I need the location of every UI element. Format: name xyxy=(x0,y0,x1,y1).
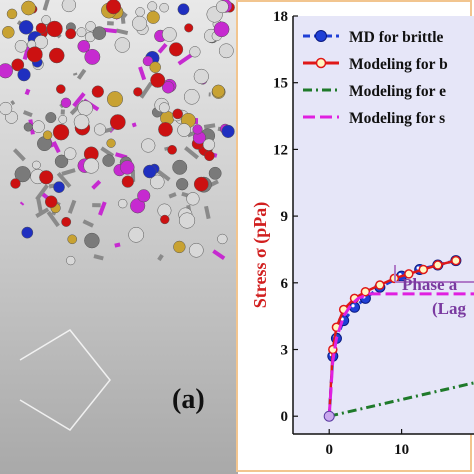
brittle-point xyxy=(375,280,385,290)
x-tick-label: 0 xyxy=(325,442,333,458)
y-tick-label: 9 xyxy=(281,209,289,225)
panel-a-label: (a) xyxy=(172,384,205,415)
origin-point xyxy=(323,410,335,422)
plot-area xyxy=(293,16,474,434)
md-point-highlight xyxy=(351,304,355,308)
annotation-text: Phase a xyxy=(402,275,458,294)
y-tick-label: 6 xyxy=(281,276,289,292)
legend-label-3: Modeling for s xyxy=(349,110,445,127)
brittle-point xyxy=(418,264,429,275)
y-tick-label: 18 xyxy=(273,9,288,25)
molecular-structure-panel: (a) xyxy=(0,0,238,474)
legend-label-0: MD for brittle xyxy=(349,29,444,46)
brittle-point xyxy=(404,269,414,279)
series-line-2 xyxy=(328,381,474,418)
brittle-point xyxy=(360,286,371,297)
brittle-point xyxy=(433,260,443,270)
legend-label-2: Modeling for e xyxy=(349,83,446,100)
y-tick-label: 3 xyxy=(281,343,289,359)
y-tick-label: 0 xyxy=(281,409,289,425)
legend-marker xyxy=(315,30,327,42)
x-tick-label: 10 xyxy=(394,442,409,458)
brittle-point xyxy=(451,255,461,266)
legend-label-1: Modeling for b xyxy=(349,56,448,73)
series-line-3 xyxy=(327,292,474,417)
y-tick-label: 15 xyxy=(273,76,288,92)
legend-marker xyxy=(315,57,327,69)
annotation-text: (Lag xyxy=(432,299,467,318)
molecular-structure-image xyxy=(0,0,235,266)
y-axis-label: Stress σ (pPa) xyxy=(250,202,271,308)
y-tick-label: 12 xyxy=(273,142,288,158)
